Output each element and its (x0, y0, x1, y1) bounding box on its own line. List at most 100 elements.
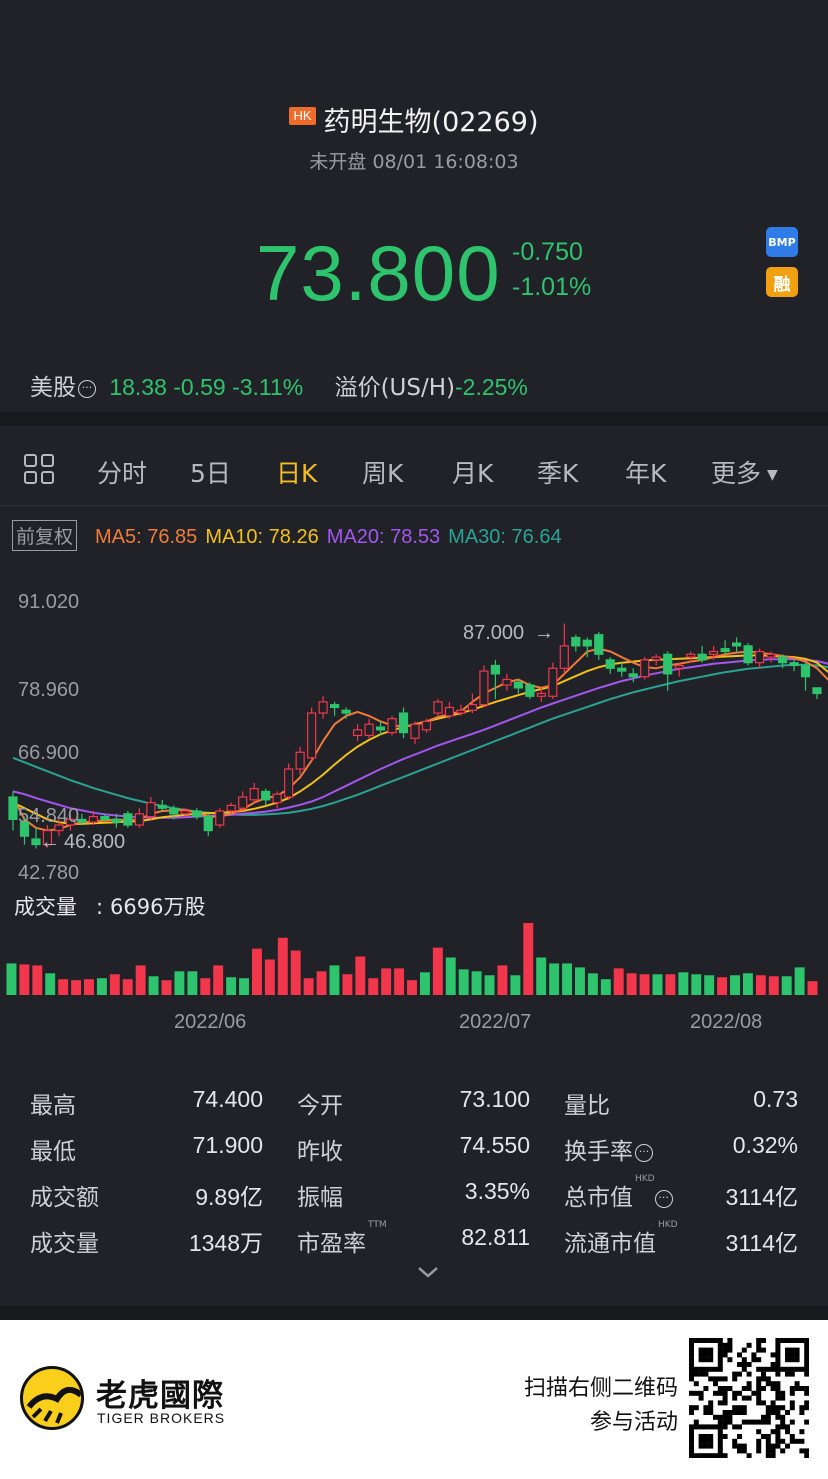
candle (754, 648, 765, 669)
volume-bar (549, 963, 560, 995)
tab-intraday[interactable]: 分时 (97, 459, 148, 488)
candle (398, 707, 409, 739)
volume-bar (45, 973, 56, 995)
volume-bar (355, 956, 366, 995)
volume-bar (407, 980, 417, 995)
candle (421, 718, 432, 733)
stat-value: 3114亿 (725, 1230, 798, 1256)
volume-bar (652, 974, 663, 995)
candle (536, 687, 546, 702)
candle-body (295, 751, 305, 770)
volume-bar (755, 975, 766, 995)
candle-body (134, 813, 144, 826)
volume-bar (368, 978, 379, 995)
candle-body (800, 664, 811, 678)
tab-daily-k[interactable]: 日K (276, 459, 318, 488)
more-icon[interactable]: ··· (78, 379, 96, 398)
margin-tag[interactable]: 融 (766, 267, 798, 297)
stat-label: 最高 (30, 1093, 76, 1119)
candle (54, 819, 64, 837)
volume-bar (626, 973, 637, 995)
candle (605, 657, 615, 674)
chevron-down-icon[interactable] (416, 1262, 440, 1282)
candle-body (605, 659, 615, 669)
volume-bar (536, 957, 547, 995)
volume-bar (484, 975, 495, 995)
volume-bar (665, 974, 676, 995)
volume-bar (639, 974, 650, 995)
candle-body (479, 670, 489, 706)
volume-label: 成交量 (14, 895, 77, 919)
candle-body (19, 821, 30, 837)
premium-label: 溢价(US/H) (334, 375, 455, 401)
volume-bar (445, 957, 456, 995)
bmp-tag[interactable]: BMP (766, 227, 798, 257)
candle-body (456, 709, 466, 714)
volume-bar (135, 965, 146, 995)
candle-body (215, 810, 225, 826)
market-cap-label[interactable]: 总市值HKD ··· (564, 1174, 679, 1212)
candle-body (513, 681, 523, 689)
us-quote: 18.38 -0.59 -3.11% (109, 374, 304, 400)
candle-body (123, 813, 133, 826)
ma5-value: MA5: 76.85 (95, 526, 198, 548)
more-icon[interactable]: ··· (654, 1189, 673, 1208)
stat-value: 0.73 (753, 1086, 798, 1112)
volume-bar (303, 978, 314, 995)
candle-body (111, 818, 121, 823)
candle (410, 721, 420, 744)
candle-body (226, 804, 236, 812)
us-label: 美股 (30, 375, 76, 401)
volume-bar (58, 979, 69, 995)
qr-code-icon[interactable] (689, 1338, 809, 1458)
stat-value: 0.32% (732, 1132, 798, 1158)
candle (375, 721, 386, 736)
candle-body (444, 706, 455, 717)
max-arrow-icon: → (534, 622, 554, 644)
tab-monthly-k[interactable]: 月K (452, 459, 494, 488)
kline-chart[interactable]: 91.020 78.960 66.900 54.840 42.780 87.00… (0, 570, 828, 1040)
tab-5day[interactable]: 5日 (190, 459, 231, 488)
candle-body (582, 639, 592, 647)
candle (192, 808, 202, 820)
tab-yearly-k[interactable]: 年K (625, 459, 667, 488)
candle (226, 802, 236, 814)
candle (19, 816, 30, 845)
adjust-selector[interactable]: 前复权 (12, 520, 78, 551)
candle (111, 813, 121, 828)
stat-value: 9.89亿 (195, 1184, 263, 1210)
candle-body (743, 645, 753, 664)
candle-body (375, 726, 386, 731)
candle-body (536, 692, 546, 697)
candle (77, 813, 87, 825)
candle-body (490, 664, 500, 675)
tab-weekly-k[interactable]: 周K (362, 459, 404, 488)
candle-body (169, 807, 179, 815)
candle (261, 788, 271, 806)
candle-body (341, 709, 351, 714)
brand-name-en: TIGER BROKERS (97, 1410, 226, 1426)
candle (525, 682, 535, 700)
title-row: HK 药明生物(02269) (0, 100, 828, 139)
candle-body (410, 723, 420, 739)
tab-more[interactable]: 更多 ▼ (711, 454, 778, 490)
candle-body (249, 788, 259, 801)
us-quote-row[interactable]: 美股 ··· 18.38 -0.59 -3.11% 溢价(US/H)-2.25% (30, 368, 528, 402)
grid-icon[interactable] (24, 454, 54, 484)
candle (617, 662, 627, 677)
volume-bar (161, 980, 172, 995)
volume-bar (19, 964, 30, 995)
turnover-label[interactable]: 换手率 ··· (564, 1132, 659, 1166)
more-icon[interactable]: ··· (635, 1143, 653, 1162)
volume-bar (213, 965, 224, 995)
stat-label: 总市值 (564, 1185, 633, 1211)
volume-bar (6, 963, 17, 995)
brand-name-cn: 老虎國際 (96, 1378, 224, 1414)
stat-label: 量比 (564, 1093, 610, 1119)
candle (307, 707, 317, 761)
candle (341, 707, 351, 719)
candle (800, 662, 811, 691)
candle-body (307, 712, 317, 759)
tab-quarterly-k[interactable]: 季K (537, 459, 579, 488)
candle-body (8, 796, 18, 820)
